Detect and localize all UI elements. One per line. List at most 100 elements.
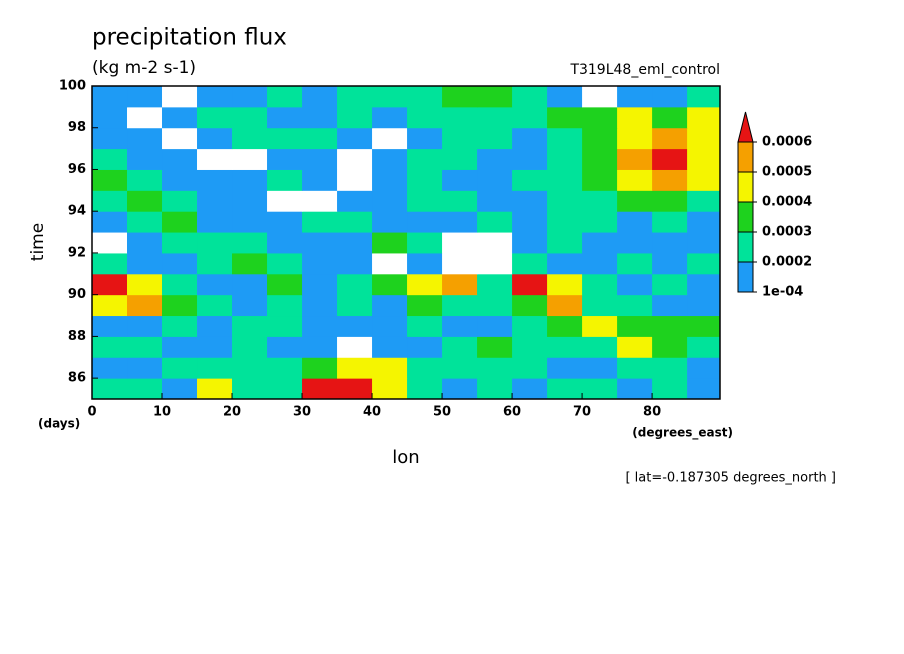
cell: [512, 357, 548, 379]
cell: [687, 357, 720, 379]
cell: [652, 357, 688, 379]
x-tick-label: 70: [573, 405, 591, 420]
cell: [232, 232, 268, 254]
cell: [337, 106, 373, 129]
cell: [407, 232, 443, 254]
cell: [92, 148, 128, 170]
cell: [617, 106, 653, 129]
cell: [512, 252, 548, 275]
cell: [477, 190, 513, 212]
cell: [162, 378, 198, 399]
cell: [232, 190, 268, 212]
cell: [547, 106, 583, 129]
cell: [547, 357, 583, 379]
cell: [547, 336, 583, 358]
cell: [162, 106, 198, 129]
x-tick-label: 30: [293, 405, 311, 420]
cell: [92, 252, 128, 275]
cell: [372, 190, 408, 212]
cell: [652, 232, 688, 254]
cell: [547, 211, 583, 233]
cell: [232, 211, 268, 233]
cell: [582, 86, 618, 108]
cell: [197, 336, 233, 358]
x-tick-label: 50: [433, 405, 451, 420]
cell: [302, 273, 338, 296]
colorbar-label: 0.0004: [762, 195, 812, 210]
cell: [442, 378, 478, 399]
cell: [652, 211, 688, 233]
colorbar-label: 0.0002: [762, 255, 812, 270]
cell: [127, 273, 163, 296]
cell: [477, 273, 513, 296]
cell: [302, 336, 338, 358]
cell: [337, 190, 373, 212]
cell: [127, 357, 163, 379]
cell: [337, 127, 373, 150]
cell: [127, 127, 163, 150]
cell: [302, 127, 338, 150]
cell: [372, 378, 408, 399]
cell: [92, 357, 128, 379]
cell: [407, 169, 443, 191]
cell: [197, 190, 233, 212]
cell: [477, 232, 513, 254]
cell: [372, 211, 408, 233]
cell: [547, 294, 583, 317]
cell: [232, 315, 268, 337]
cell: [652, 86, 688, 108]
colorbar-label: 0.0006: [762, 135, 812, 150]
cell: [407, 294, 443, 317]
cell: [372, 294, 408, 317]
cell: [337, 211, 373, 233]
x-tick-label: 40: [363, 405, 381, 420]
colorbar-box: [737, 141, 754, 173]
cell: [127, 190, 163, 212]
cell: [442, 294, 478, 317]
cell: [127, 378, 163, 399]
cell: [232, 336, 268, 358]
cell: [337, 357, 373, 379]
x-tick-label: 0: [87, 405, 96, 420]
cell: [197, 169, 233, 191]
cell: [477, 357, 513, 379]
cell: [232, 127, 268, 150]
cell: [92, 211, 128, 233]
cell: [372, 86, 408, 108]
cell: [442, 211, 478, 233]
y-tick-label: 100: [59, 79, 86, 94]
cell: [477, 127, 513, 150]
field: [92, 86, 720, 399]
cell: [302, 232, 338, 254]
cell: [582, 336, 618, 358]
cell: [512, 211, 548, 233]
cell: [372, 106, 408, 129]
cell: [477, 252, 513, 275]
cell: [267, 294, 303, 317]
cell: [372, 127, 408, 150]
subtitle: (kg m-2 s-1): [92, 58, 196, 78]
cell: [162, 169, 198, 191]
cell: [582, 169, 618, 191]
cell: [547, 315, 583, 337]
cell: [267, 148, 303, 170]
cell: [687, 86, 720, 108]
cell: [302, 378, 338, 399]
cell: [687, 190, 720, 212]
cell: [337, 169, 373, 191]
cell: [92, 315, 128, 337]
cell: [687, 106, 720, 129]
y-tick-label: 86: [68, 371, 86, 386]
chart-title: precipitation flux: [92, 25, 287, 51]
cell: [617, 232, 653, 254]
cell: [512, 232, 548, 254]
cell: [652, 336, 688, 358]
cell: [687, 294, 720, 317]
cell: [302, 106, 338, 129]
cell: [407, 127, 443, 150]
cell: [267, 169, 303, 191]
x-tick-label: 60: [503, 405, 521, 420]
colorbar-label: 1e-04: [762, 285, 803, 300]
cell: [197, 273, 233, 296]
cell: [232, 294, 268, 317]
